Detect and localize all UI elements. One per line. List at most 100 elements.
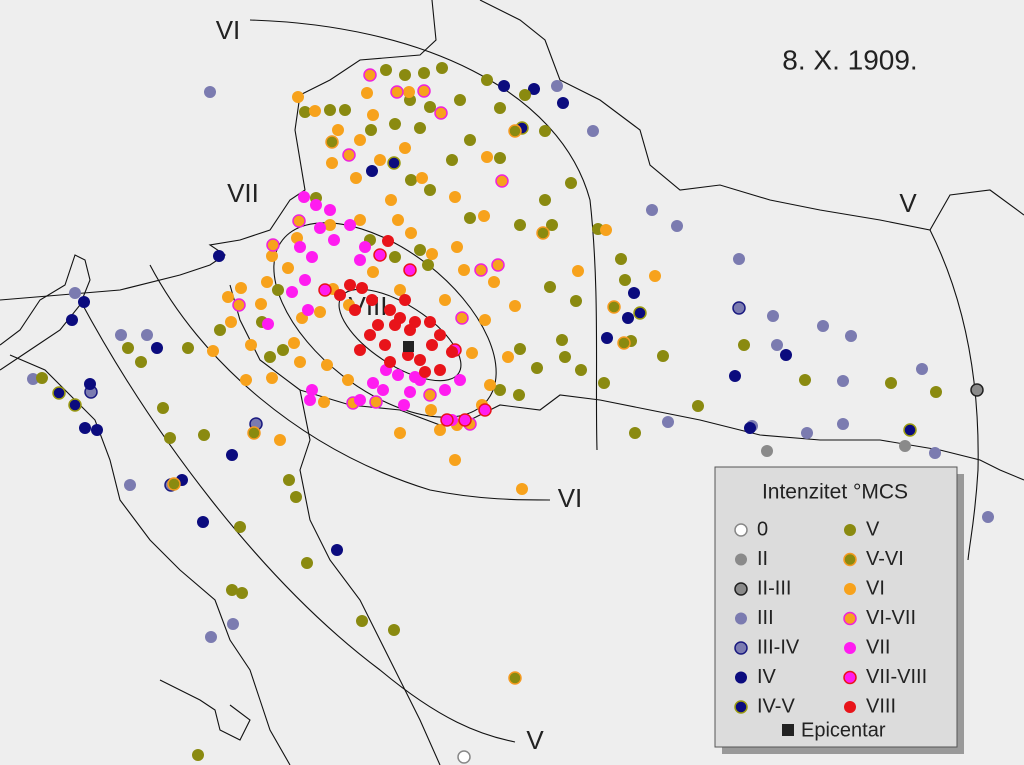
legend-label: III bbox=[757, 607, 774, 629]
intensity-point bbox=[539, 125, 551, 137]
legend-marker bbox=[844, 524, 856, 536]
legend-label: VII bbox=[866, 636, 890, 658]
intensity-point bbox=[514, 343, 526, 355]
intensity-point bbox=[122, 342, 134, 354]
intensity-point bbox=[373, 248, 387, 262]
intensity-point bbox=[382, 235, 394, 247]
intensity-point bbox=[570, 295, 582, 307]
intensity-point bbox=[662, 416, 674, 428]
intensity-point bbox=[414, 244, 426, 256]
intensity-point bbox=[79, 422, 91, 434]
map-date: 8. X. 1909. bbox=[782, 44, 917, 75]
intensity-point bbox=[367, 266, 379, 278]
intensity-point bbox=[780, 349, 792, 361]
intensity-point bbox=[837, 418, 849, 430]
intensity-point bbox=[234, 521, 246, 533]
intensity-point bbox=[422, 259, 434, 271]
intensity-point bbox=[434, 364, 446, 376]
legend-items: 0 II II-III III III-IV IV IV-V V V-VI VI VI-VII VII… bbox=[734, 518, 927, 717]
intensity-point bbox=[332, 124, 344, 136]
intensity-point bbox=[885, 377, 897, 389]
intensity-point bbox=[732, 301, 746, 315]
intensity-points bbox=[27, 62, 994, 764]
legend-label: IV bbox=[757, 666, 777, 688]
intensity-point bbox=[440, 413, 454, 427]
intensity-point bbox=[164, 432, 176, 444]
intensity-point bbox=[607, 300, 621, 314]
intensity-point bbox=[551, 80, 563, 92]
intensity-point bbox=[339, 104, 351, 116]
intensity-point bbox=[801, 427, 813, 439]
intensity-point bbox=[91, 424, 103, 436]
intensity-point bbox=[509, 300, 521, 312]
intensity-point bbox=[367, 109, 379, 121]
intensity-point bbox=[903, 423, 917, 437]
intensity-point bbox=[454, 94, 466, 106]
intensity-point bbox=[657, 350, 669, 362]
intensity-point bbox=[649, 270, 661, 282]
intensity-point bbox=[226, 584, 238, 596]
intensity-point bbox=[633, 306, 647, 320]
intensity-point bbox=[354, 344, 366, 356]
intensity-point bbox=[124, 479, 136, 491]
intensity-point bbox=[36, 372, 48, 384]
legend-label: VII-VIII bbox=[866, 666, 927, 688]
intensity-point bbox=[262, 318, 274, 330]
intensity-point bbox=[479, 314, 491, 326]
intensity-point bbox=[930, 386, 942, 398]
intensity-point bbox=[451, 241, 463, 253]
intensity-point bbox=[434, 424, 446, 436]
intensity-point bbox=[455, 311, 469, 325]
intensity-point bbox=[424, 316, 436, 328]
intensity-point bbox=[197, 516, 209, 528]
intensity-point bbox=[488, 276, 500, 288]
intensity-point bbox=[531, 362, 543, 374]
intensity-point bbox=[458, 264, 470, 276]
intensity-point bbox=[207, 345, 219, 357]
intensity-point bbox=[457, 750, 471, 764]
isoseismal-label: V bbox=[526, 725, 544, 755]
intensity-point bbox=[817, 320, 829, 332]
intensity-point bbox=[309, 105, 321, 117]
legend-marker bbox=[843, 611, 857, 626]
intensity-point bbox=[366, 165, 378, 177]
intensity-point bbox=[356, 615, 368, 627]
intensity-point bbox=[27, 373, 39, 385]
intensity-point bbox=[222, 291, 234, 303]
legend-label: 0 bbox=[757, 518, 768, 540]
intensity-point bbox=[266, 250, 278, 262]
intensity-point bbox=[288, 337, 300, 349]
intensity-point bbox=[266, 238, 280, 252]
intensity-point bbox=[418, 67, 430, 79]
isoseismal-label: VI bbox=[558, 483, 583, 513]
intensity-point bbox=[167, 477, 181, 491]
intensity-point bbox=[392, 214, 404, 226]
intensity-point bbox=[601, 332, 613, 344]
intensity-point bbox=[916, 363, 928, 375]
intensity-point bbox=[349, 304, 361, 316]
epicenter-marker bbox=[403, 341, 414, 352]
intensity-point bbox=[344, 279, 356, 291]
intensity-point bbox=[399, 69, 411, 81]
intensity-point bbox=[359, 241, 371, 253]
intensity-point bbox=[982, 511, 994, 523]
intensity-point bbox=[354, 254, 366, 266]
intensity-point bbox=[544, 281, 556, 293]
intensity-point bbox=[384, 356, 396, 368]
isoseismal-label: VII bbox=[227, 178, 259, 208]
intensity-point bbox=[394, 312, 406, 324]
legend-marker bbox=[734, 582, 748, 596]
intensity-point bbox=[556, 334, 568, 346]
intensity-point bbox=[115, 329, 127, 341]
intensity-point bbox=[328, 234, 340, 246]
intensity-point bbox=[414, 122, 426, 134]
intensity-point bbox=[491, 258, 505, 272]
intensity-point bbox=[426, 339, 438, 351]
intensity-point bbox=[236, 587, 248, 599]
intensity-point bbox=[484, 379, 496, 391]
legend-marker bbox=[734, 700, 748, 714]
intensity-point bbox=[405, 174, 417, 186]
intensity-point bbox=[232, 298, 246, 312]
intensity-point bbox=[394, 427, 406, 439]
intensity-point bbox=[495, 174, 509, 188]
